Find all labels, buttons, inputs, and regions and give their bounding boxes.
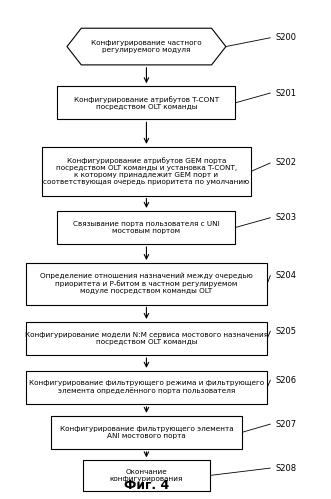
Text: S208: S208	[275, 464, 296, 473]
Text: Конфигурирование модели N:M сервиса мостового назначения
посредством OLT команды: Конфигурирование модели N:M сервиса мост…	[25, 332, 268, 345]
Text: S204: S204	[275, 271, 296, 280]
Text: Конфигурирование фильтрующего режима и фильтрующего
элемента определённого порта: Конфигурирование фильтрующего режима и ф…	[29, 380, 264, 394]
Text: Конфигурирование атрибутов T-CONT
посредством OLT команды: Конфигурирование атрибутов T-CONT посред…	[74, 96, 219, 110]
Bar	[26, 263, 267, 304]
Bar	[83, 460, 210, 491]
Text: S201: S201	[275, 88, 296, 97]
Text: Фиг. 4: Фиг. 4	[124, 479, 169, 492]
Bar	[42, 147, 251, 196]
Text: Окончание
конфигурирования: Окончание конфигурирования	[110, 469, 183, 482]
Text: S206: S206	[275, 376, 296, 385]
Text: Конфигурирование атрибутов GEM порта
посредством OLT команды и установка T-CONT,: Конфигурирование атрибутов GEM порта пос…	[43, 157, 250, 185]
Text: S207: S207	[275, 420, 296, 429]
Text: S202: S202	[275, 159, 296, 168]
Text: Определение отношения назначений между очередью
приоритета и P-битом в частном р: Определение отношения назначений между о…	[40, 273, 253, 294]
Bar	[58, 211, 235, 244]
Bar	[58, 86, 235, 119]
Text: Конфигурирование частного
регулируемого модуля: Конфигурирование частного регулируемого …	[91, 40, 202, 53]
Polygon shape	[67, 28, 226, 65]
Text: Связывание порта пользователя с UNI
мостовым портом: Связывание порта пользователя с UNI мост…	[73, 221, 220, 234]
Text: S205: S205	[275, 327, 296, 336]
Text: S203: S203	[275, 213, 296, 222]
Text: S200: S200	[275, 33, 296, 42]
Bar	[51, 416, 242, 449]
Text: Конфигурирование фильтрующего элемента
ANI мостового порта: Конфигурирование фильтрующего элемента A…	[60, 426, 233, 439]
Bar	[26, 322, 267, 355]
Bar	[26, 371, 267, 404]
